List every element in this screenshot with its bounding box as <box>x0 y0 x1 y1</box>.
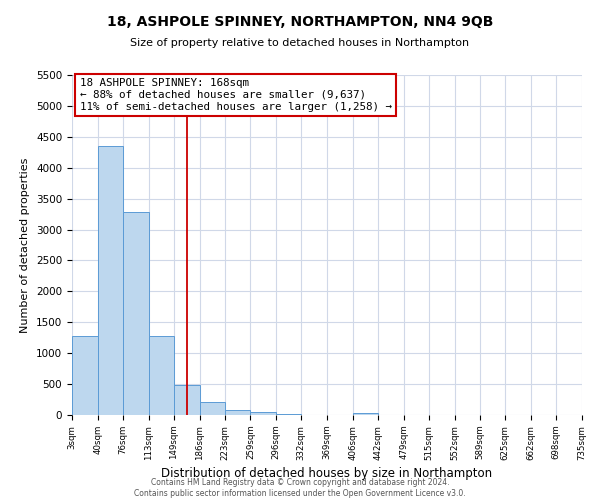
Bar <box>225 410 250 415</box>
Bar <box>174 386 199 415</box>
Bar <box>149 336 174 415</box>
Text: Contains HM Land Registry data © Crown copyright and database right 2024.
Contai: Contains HM Land Registry data © Crown c… <box>134 478 466 498</box>
Bar <box>250 412 276 415</box>
Y-axis label: Number of detached properties: Number of detached properties <box>20 158 31 332</box>
Text: 18 ASHPOLE SPINNEY: 168sqm
← 88% of detached houses are smaller (9,637)
11% of s: 18 ASHPOLE SPINNEY: 168sqm ← 88% of deta… <box>80 78 392 112</box>
Bar <box>199 402 225 415</box>
Text: Size of property relative to detached houses in Northampton: Size of property relative to detached ho… <box>130 38 470 48</box>
Bar <box>276 414 301 415</box>
Bar <box>72 336 98 415</box>
Bar <box>98 146 123 415</box>
Bar <box>123 212 149 415</box>
X-axis label: Distribution of detached houses by size in Northampton: Distribution of detached houses by size … <box>161 466 493 479</box>
Bar <box>353 413 378 415</box>
Text: 18, ASHPOLE SPINNEY, NORTHAMPTON, NN4 9QB: 18, ASHPOLE SPINNEY, NORTHAMPTON, NN4 9Q… <box>107 15 493 29</box>
